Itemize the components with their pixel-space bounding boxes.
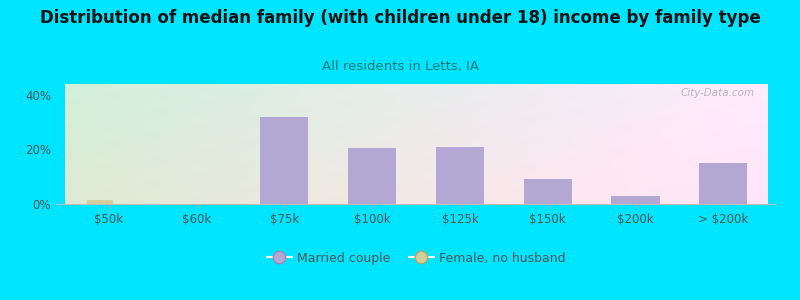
Legend: Married couple, Female, no husband: Married couple, Female, no husband xyxy=(262,247,570,270)
Text: City-Data.com: City-Data.com xyxy=(680,88,754,98)
Text: Distribution of median family (with children under 18) income by family type: Distribution of median family (with chil… xyxy=(40,9,760,27)
Bar xyxy=(699,163,747,204)
Bar xyxy=(348,148,396,204)
Bar xyxy=(436,147,484,204)
Text: All residents in Letts, IA: All residents in Letts, IA xyxy=(322,60,478,73)
Bar xyxy=(86,200,113,204)
Bar xyxy=(523,179,572,204)
Bar xyxy=(260,117,309,204)
Bar xyxy=(611,196,660,204)
